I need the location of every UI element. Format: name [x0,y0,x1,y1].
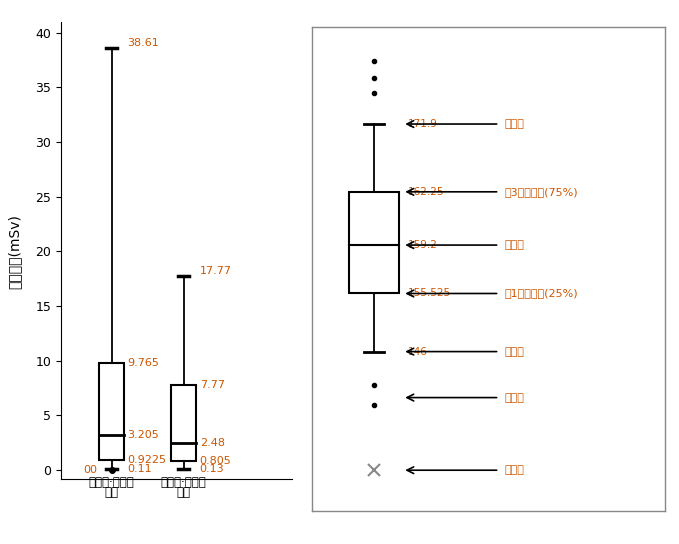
Text: 최댓값: 최댓값 [504,119,525,129]
Text: 2.48: 2.48 [200,438,225,448]
Text: 0.9225: 0.9225 [128,455,166,465]
Text: 9.765: 9.765 [128,358,160,368]
Text: 이상값·극단값: 이상값·극단값 [161,476,206,489]
Text: 포함: 포함 [105,486,119,499]
Text: 162.25: 162.25 [407,187,444,197]
Text: 7.77: 7.77 [200,380,225,390]
Text: 이상값: 이상값 [504,393,525,403]
Text: 171.9: 171.9 [407,119,437,129]
Text: 제1사분위수(25%): 제1사분위수(25%) [504,288,579,299]
Text: 0.11: 0.11 [128,464,152,474]
Text: 0.805: 0.805 [200,456,232,466]
Text: 146: 146 [407,347,428,356]
Bar [350,192,399,294]
Text: 159.2: 159.2 [407,240,437,250]
Bar [99,363,124,460]
Text: 제외: 제외 [177,486,191,499]
Text: 극단값: 극단값 [504,465,525,475]
Text: 17.77: 17.77 [200,265,232,276]
Text: 38.61: 38.61 [128,38,160,48]
Text: 연간선량(mSv): 연간선량(mSv) [7,214,21,289]
Text: 최솟값: 최솟값 [504,347,525,356]
Text: 0.13: 0.13 [200,463,224,474]
Text: 155.525: 155.525 [407,288,451,299]
Text: 00: 00 [83,465,96,475]
Text: 제3사분위수(75%): 제3사분위수(75%) [504,187,579,197]
Bar [171,385,196,461]
Text: 중앙값: 중앙값 [504,240,525,250]
Text: 이상값·극단값: 이상값·극단값 [89,476,134,489]
Text: 3.205: 3.205 [128,430,160,440]
